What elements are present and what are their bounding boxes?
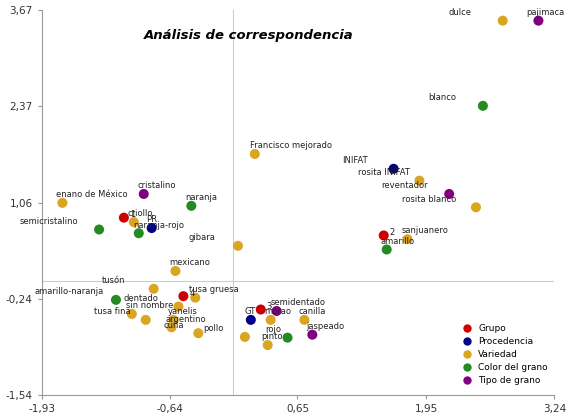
Point: [171, 268, 180, 274]
Point: [95, 226, 104, 233]
Point: [250, 151, 259, 158]
Text: semicristalino: semicristalino: [20, 217, 79, 226]
Point: [308, 331, 317, 338]
Text: naranja: naranja: [185, 193, 218, 202]
Text: jaspeado: jaspeado: [307, 322, 344, 331]
Point: [283, 334, 292, 341]
Text: enano de México: enano de México: [56, 190, 128, 199]
Point: [179, 293, 188, 299]
Text: criollo: criollo: [128, 210, 153, 218]
Point: [149, 286, 158, 292]
Point: [266, 317, 276, 323]
Text: naranja-rojo: naranja-rojo: [133, 220, 184, 229]
Text: dulce: dulce: [448, 8, 471, 17]
Point: [129, 219, 138, 226]
Point: [58, 200, 67, 206]
Text: INIFAT: INIFAT: [342, 156, 368, 165]
Text: rosita INIFAT: rosita INIFAT: [358, 168, 410, 177]
Text: amarillo: amarillo: [381, 237, 415, 246]
Point: [167, 324, 176, 331]
Text: pinto: pinto: [262, 332, 283, 341]
Point: [263, 342, 272, 349]
Text: tusón: tusón: [102, 276, 126, 285]
Point: [403, 236, 412, 242]
Text: gibara: gibara: [188, 233, 215, 242]
Point: [379, 232, 388, 239]
Point: [389, 165, 398, 172]
Point: [272, 307, 281, 314]
Point: [174, 303, 183, 310]
Text: 3: 3: [267, 302, 272, 311]
Text: tusa gruesa: tusa gruesa: [189, 285, 239, 294]
Text: sanjuanero: sanjuanero: [402, 226, 448, 236]
Point: [139, 191, 148, 197]
Text: canilla: canilla: [298, 307, 326, 316]
Text: PR: PR: [146, 215, 157, 224]
Text: pajimaca: pajimaca: [526, 8, 565, 17]
Point: [498, 17, 507, 24]
Text: Análisis de correspondencia: Análisis de correspondencia: [144, 29, 354, 42]
Point: [187, 202, 196, 209]
Point: [478, 102, 487, 109]
Point: [134, 230, 144, 236]
Point: [111, 297, 121, 303]
Text: cuña: cuña: [164, 320, 184, 330]
Text: rosita blanco: rosita blanco: [402, 194, 456, 204]
Point: [382, 246, 391, 253]
Text: 2: 2: [390, 228, 395, 237]
Point: [169, 317, 178, 323]
Text: Francisco mejorado: Francisco mejorado: [250, 141, 332, 150]
Text: rojo: rojo: [266, 325, 282, 334]
Point: [415, 177, 424, 184]
Text: sin nombre: sin nombre: [126, 301, 173, 310]
Point: [256, 306, 265, 313]
Text: amarillo-naranja: amarillo-naranja: [34, 287, 104, 296]
Text: mexicano: mexicano: [169, 258, 211, 267]
Point: [191, 294, 200, 301]
Point: [246, 317, 255, 323]
Text: cristalino: cristalino: [138, 181, 176, 190]
Point: [241, 333, 250, 340]
Point: [127, 310, 137, 317]
Point: [147, 225, 156, 231]
Text: dentado: dentado: [124, 294, 159, 303]
Text: GT: GT: [245, 307, 256, 316]
Point: [119, 214, 129, 221]
Point: [141, 317, 150, 323]
Text: 4: 4: [189, 289, 195, 298]
Text: blanco: blanco: [428, 93, 456, 102]
Legend: Grupo, Procedencia, Variedad, Color del grano, Tipo de grano: Grupo, Procedencia, Variedad, Color del …: [456, 322, 550, 387]
Text: yanelis: yanelis: [168, 307, 197, 316]
Point: [534, 17, 543, 24]
Text: reventador: reventador: [382, 181, 428, 190]
Text: semidentado: semidentado: [271, 298, 325, 307]
Point: [300, 317, 309, 323]
Point: [193, 330, 203, 336]
Text: argentino: argentino: [165, 315, 206, 323]
Text: tusa fina: tusa fina: [94, 307, 131, 316]
Text: pollo: pollo: [203, 324, 224, 333]
Text: morao: morao: [265, 307, 292, 316]
Text: 1: 1: [130, 210, 135, 219]
Point: [234, 242, 243, 249]
Point: [471, 204, 480, 211]
Point: [445, 191, 454, 197]
